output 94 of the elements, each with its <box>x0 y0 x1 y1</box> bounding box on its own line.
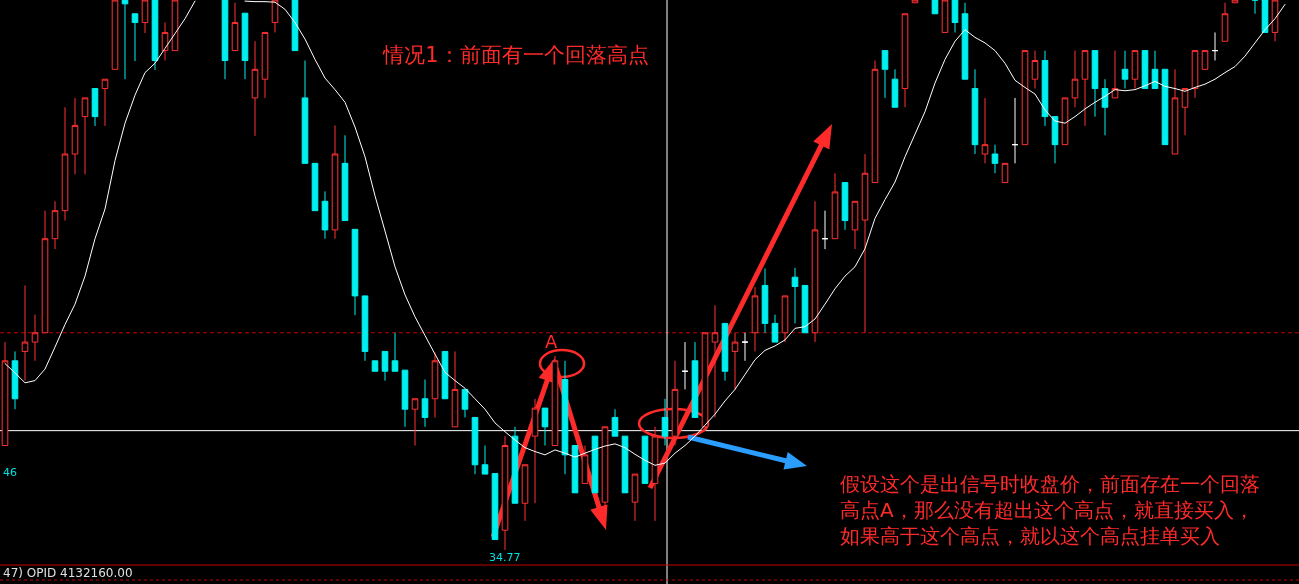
candlestick <box>971 68 979 155</box>
candlestick <box>751 286 759 352</box>
candlestick <box>531 398 539 504</box>
candlestick <box>581 445 589 484</box>
candlestick <box>11 350 19 410</box>
candlestick <box>401 369 409 428</box>
candlestick <box>411 398 419 446</box>
candlestick <box>851 200 859 250</box>
candlestick <box>351 228 359 316</box>
candlestick <box>731 332 739 390</box>
candlestick <box>1091 50 1099 118</box>
candlestick <box>1101 78 1109 136</box>
candlestick <box>131 13 139 62</box>
candlestick <box>151 0 159 71</box>
candlestick <box>691 341 699 418</box>
candlestick <box>541 407 549 446</box>
candlestick <box>331 124 339 240</box>
candlestick <box>1051 116 1059 164</box>
annotation: 假设这个是出信号时收盘价，前面存在一个回落高点A，那么没有超出这个高点，就直接买入，如果高于这个高点，就以这个高点挂单买入 <box>840 472 1260 548</box>
annotation: 46 <box>3 466 17 479</box>
candlestick <box>91 88 99 127</box>
candlestick <box>841 182 849 231</box>
text: 情况1：前面有一个回落高点 <box>382 43 649 68</box>
candlestick <box>761 267 769 334</box>
candlestick <box>61 106 69 222</box>
candlestick <box>41 210 49 334</box>
candlestick <box>511 426 519 504</box>
candlestick <box>961 2 969 80</box>
candlestick <box>1201 50 1209 70</box>
candlestick <box>341 134 349 222</box>
candlestick <box>1171 68 1179 155</box>
candlestick <box>1121 50 1129 90</box>
candlestick <box>1041 50 1049 127</box>
candlestick <box>891 68 899 108</box>
candlestick <box>31 314 39 362</box>
candlestick <box>521 464 529 522</box>
candlestick <box>771 314 779 343</box>
candlestick <box>51 200 59 250</box>
candlestick <box>361 295 369 362</box>
candlestick <box>391 332 399 372</box>
candlestick <box>301 60 309 164</box>
candlestick <box>251 40 259 137</box>
candlestick <box>241 12 249 80</box>
candlestick <box>1081 50 1089 127</box>
candlestick <box>1131 50 1139 90</box>
candlestick <box>381 350 389 382</box>
annotation: A <box>545 331 558 352</box>
candlestick <box>791 267 799 324</box>
candlestick <box>371 360 379 372</box>
candlestick <box>221 0 229 80</box>
candlestick <box>481 445 489 475</box>
candlestick <box>671 360 679 446</box>
candlestick <box>321 190 329 240</box>
candlestick <box>951 0 959 33</box>
candlestick <box>491 473 499 541</box>
candlestick <box>1181 88 1189 136</box>
candlestick <box>311 162 319 212</box>
candlestick <box>461 388 469 418</box>
candlestick <box>781 295 789 343</box>
candlestick <box>711 304 719 418</box>
candlestick <box>501 435 509 551</box>
text: 34.77 <box>489 551 521 564</box>
candlestick <box>101 78 109 127</box>
candlestick <box>981 97 989 164</box>
candlestick <box>561 360 569 475</box>
candlestick <box>551 355 559 446</box>
candlestick <box>651 426 659 522</box>
candlestick <box>1031 50 1039 90</box>
candlestick <box>861 153 869 334</box>
candlestick <box>871 60 879 184</box>
candlestick <box>881 50 889 99</box>
candlestick <box>161 22 169 61</box>
candlestick <box>631 473 639 522</box>
candlestick <box>451 350 459 428</box>
candlestick <box>811 200 819 343</box>
candlestick <box>901 13 909 108</box>
candlestick <box>611 408 619 437</box>
candlestick <box>431 352 439 418</box>
candlestick <box>1071 50 1079 108</box>
candlestick <box>21 284 29 382</box>
candlestick <box>721 322 729 382</box>
candlestick <box>661 398 669 446</box>
candlestick <box>121 0 129 80</box>
candlestick <box>81 97 89 175</box>
candlestick <box>1151 50 1159 90</box>
candlestick <box>261 31 269 99</box>
text: 47) OPID 4132160.00 <box>3 566 133 580</box>
candlestick <box>1191 50 1199 99</box>
candlestick <box>421 379 429 428</box>
candlestick <box>601 426 609 508</box>
candlestick <box>831 172 839 240</box>
candlestick <box>991 144 999 174</box>
candlestick <box>471 416 479 475</box>
candlestick <box>71 97 79 175</box>
